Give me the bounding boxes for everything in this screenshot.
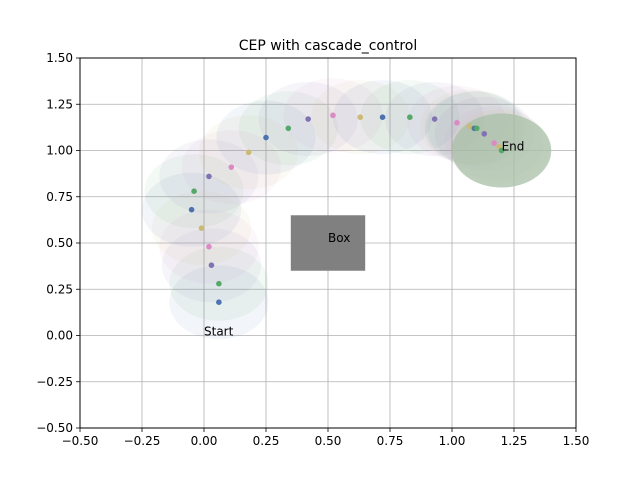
trajectory-point [188, 206, 195, 213]
y-tick-label: 0.50 [46, 236, 73, 250]
end-label: End [502, 140, 525, 154]
trajectory-point [285, 125, 292, 132]
trajectory-point [330, 112, 336, 119]
x-tick-label: 1.00 [439, 434, 466, 448]
y-tick-label: 0.00 [46, 329, 73, 343]
x-tick-label: −0.25 [124, 434, 161, 448]
y-tick-label: 1.25 [46, 97, 73, 111]
y-tick-label: −0.50 [36, 421, 73, 435]
trajectory-point [474, 125, 480, 132]
start-label: Start [204, 325, 234, 339]
y-tick-label: 1.50 [46, 51, 73, 65]
uncertainty-circles [142, 78, 552, 340]
y-tick-label: −0.25 [36, 375, 73, 389]
trajectory-point [263, 134, 269, 141]
trajectory-point [245, 149, 252, 156]
y-tick-label: 1.00 [46, 144, 73, 158]
x-tick-label: 1.50 [563, 434, 590, 448]
trajectory-point [206, 173, 212, 180]
trajectory-point [454, 119, 460, 126]
x-tick-label: −0.50 [62, 434, 99, 448]
y-tick-label: 0.75 [46, 190, 73, 204]
trajectory-point [357, 114, 364, 120]
trajectory-point [431, 116, 438, 122]
x-tick-label: 0.75 [377, 434, 404, 448]
obstacle: Box [290, 215, 366, 271]
x-tick-label: 1.25 [501, 434, 528, 448]
x-tick-label: 0.00 [191, 434, 218, 448]
trajectory-point [379, 114, 386, 120]
trajectory-point [228, 164, 235, 170]
trajectory-point [407, 114, 413, 120]
trajectory-point [305, 116, 311, 122]
trajectory-point [498, 147, 505, 154]
trajectory-points [188, 112, 505, 306]
trajectory-point [481, 131, 488, 137]
trajectory-point [216, 299, 222, 306]
trajectory-point [216, 280, 222, 287]
trajectory-point [208, 262, 215, 269]
trajectory-point [491, 140, 497, 146]
chart-title: CEP with cascade_control [239, 38, 418, 54]
axis-ticks: −0.50 −0.25 0.00 0.25 0.50 0.75 1.00 1.25 1.50 −0… [36, 51, 589, 448]
x-tick-label: 0.25 [253, 434, 280, 448]
obstacle-label: Box [328, 231, 350, 245]
obstacle-box [290, 215, 366, 271]
trajectory-point [466, 123, 473, 130]
trajectory-point [198, 225, 205, 231]
trajectory-point [191, 188, 197, 194]
y-tick-label: 0.25 [46, 282, 73, 296]
annotations: Start End [204, 140, 524, 339]
x-tick-label: 0.50 [315, 434, 342, 448]
trajectory-point [206, 243, 212, 250]
